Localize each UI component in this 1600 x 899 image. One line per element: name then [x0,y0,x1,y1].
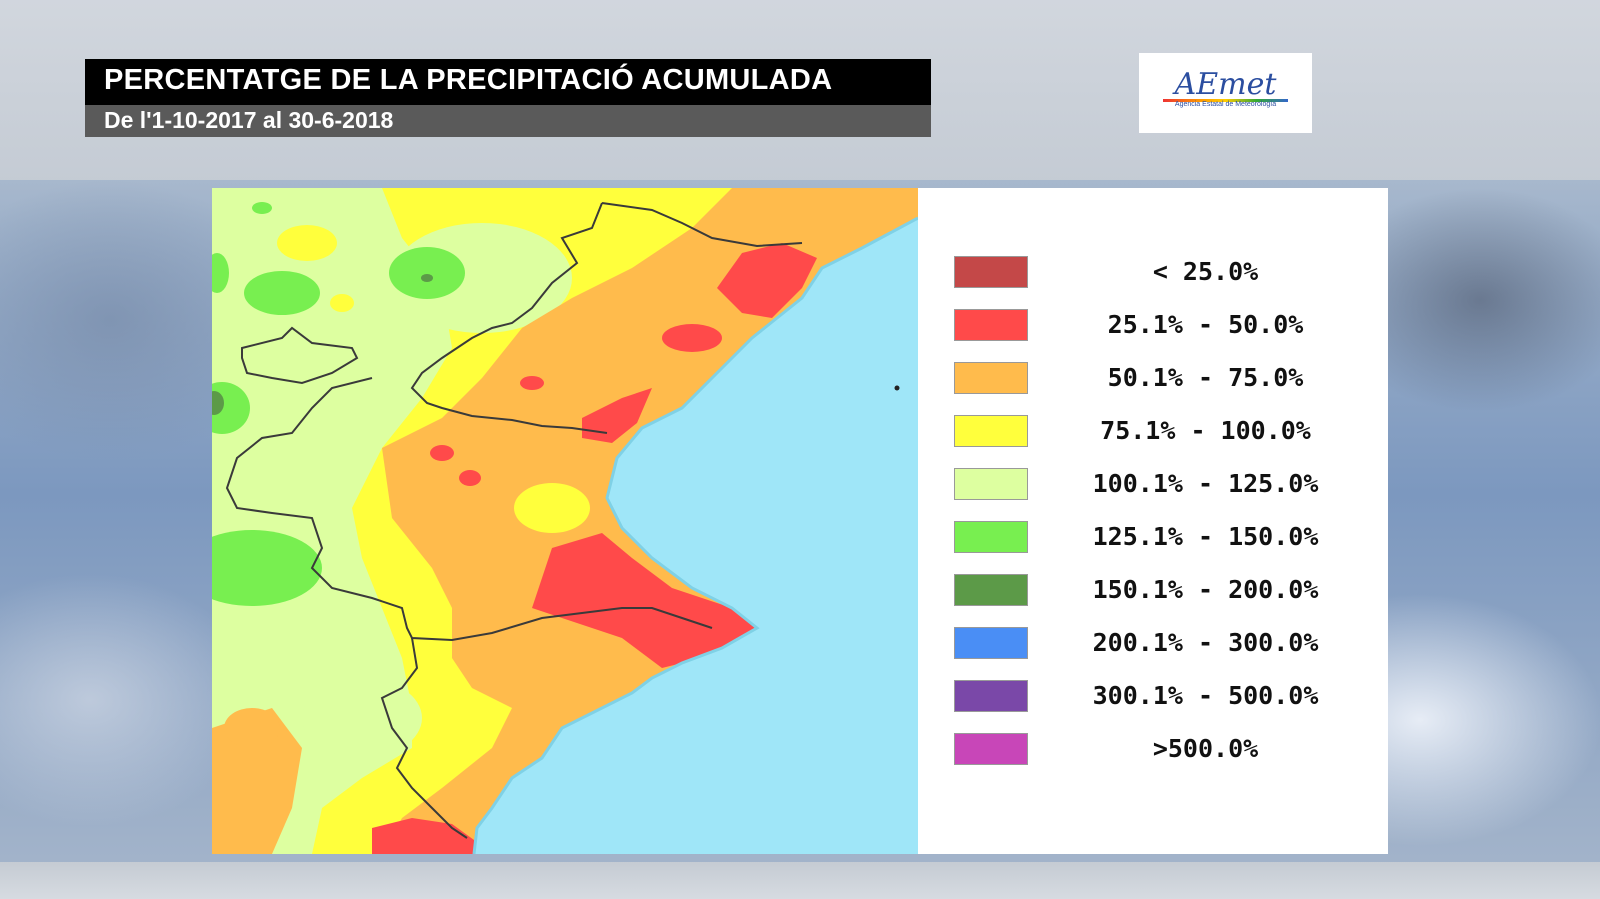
zone-75-100-blob [514,483,590,533]
legend-item: 200.1% - 300.0% [918,623,1388,663]
aemet-logo: AEmet Agencia Estatal de Meteorología [1139,53,1312,133]
zone-50-75 [382,188,918,854]
zone-125-150-blob [212,253,229,293]
province-border [225,377,713,642]
zone-125-150-blob [252,202,272,214]
legend-swatch [954,574,1028,606]
zone-75-100-blob [277,225,337,261]
footer-band [0,862,1600,899]
zone-125-150-blob [212,530,322,606]
legend-panel: < 25.0% 25.1% - 50.0% 50.1% - 75.0% 75.1… [918,188,1388,854]
zone-125-150-blob [244,271,320,315]
logo-rainbow-stroke [1163,99,1288,102]
legend-label: 25.1% - 50.0% [1107,310,1304,339]
zone-25-50 [459,470,481,486]
province-border [410,202,803,434]
island-dot [894,385,900,391]
legend-item: 150.1% - 200.0% [918,570,1388,610]
zone-25-50 [662,324,722,352]
legend-swatch [954,468,1028,500]
legend-item: 100.1% - 125.0% [918,464,1388,504]
legend-label: 300.1% - 500.0% [1092,681,1319,710]
zone-75-100-blob [224,708,280,748]
zone-25-50 [520,376,544,390]
zone-125-150-blob [212,382,250,434]
subtitle-bar [85,105,931,137]
logo-tagline: Agencia Estatal de Meteorología [1174,101,1277,108]
legend-label: 50.1% - 75.0% [1107,363,1304,392]
legend-label: 125.1% - 150.0% [1092,522,1319,551]
legend-swatch [954,733,1028,765]
legend-swatch [954,309,1028,341]
coastline [472,216,918,854]
logo-name: AEmet [1174,67,1277,102]
province-border [380,637,468,839]
legend-item: 75.1% - 100.0% [918,411,1388,451]
zone-25-50 [532,533,757,668]
zone-100-125-blob [302,678,422,758]
legend-label: 150.1% - 200.0% [1092,575,1319,604]
zone-25-50 [582,388,652,443]
legend-swatch [954,256,1028,288]
legend-item: >500.0% [918,729,1388,769]
legend-swatch [954,680,1028,712]
zone-150-200-blob [212,391,224,415]
title-bar [85,59,931,105]
legend-item: 125.1% - 150.0% [918,517,1388,557]
legend-label: 75.1% - 100.0% [1100,416,1311,445]
legend-swatch [954,415,1028,447]
map-svg [212,188,918,854]
province-border [241,326,359,385]
page-subtitle: De l'1-10-2017 al 30-6-2018 [104,107,394,133]
legend-swatch [954,521,1028,553]
zone-150-200-blob [421,274,433,282]
legend-item: 50.1% - 75.0% [918,358,1388,398]
precipitation-map [212,188,918,854]
legend-label: < 25.0% [1152,257,1259,286]
legend-swatch [954,627,1028,659]
legend-item: 300.1% - 500.0% [918,676,1388,716]
zone-25-50 [717,243,817,318]
legend-label: 100.1% - 125.0% [1092,469,1319,498]
zone-125-150-blob [389,247,465,299]
legend-label: 200.1% - 300.0% [1092,628,1319,657]
legend-item: 25.1% - 50.0% [918,305,1388,345]
legend-swatch [954,362,1028,394]
zone-75-100-blob [330,294,354,312]
zone-25-50 [430,445,454,461]
page-title: PERCENTATGE DE LA PRECIPITACIÓ ACUMULADA [104,64,833,96]
zone-50-75 [212,708,302,854]
legend-item: < 25.0% [918,252,1388,292]
legend-label: >500.0% [1152,734,1259,763]
zone-25-50 [372,818,474,854]
